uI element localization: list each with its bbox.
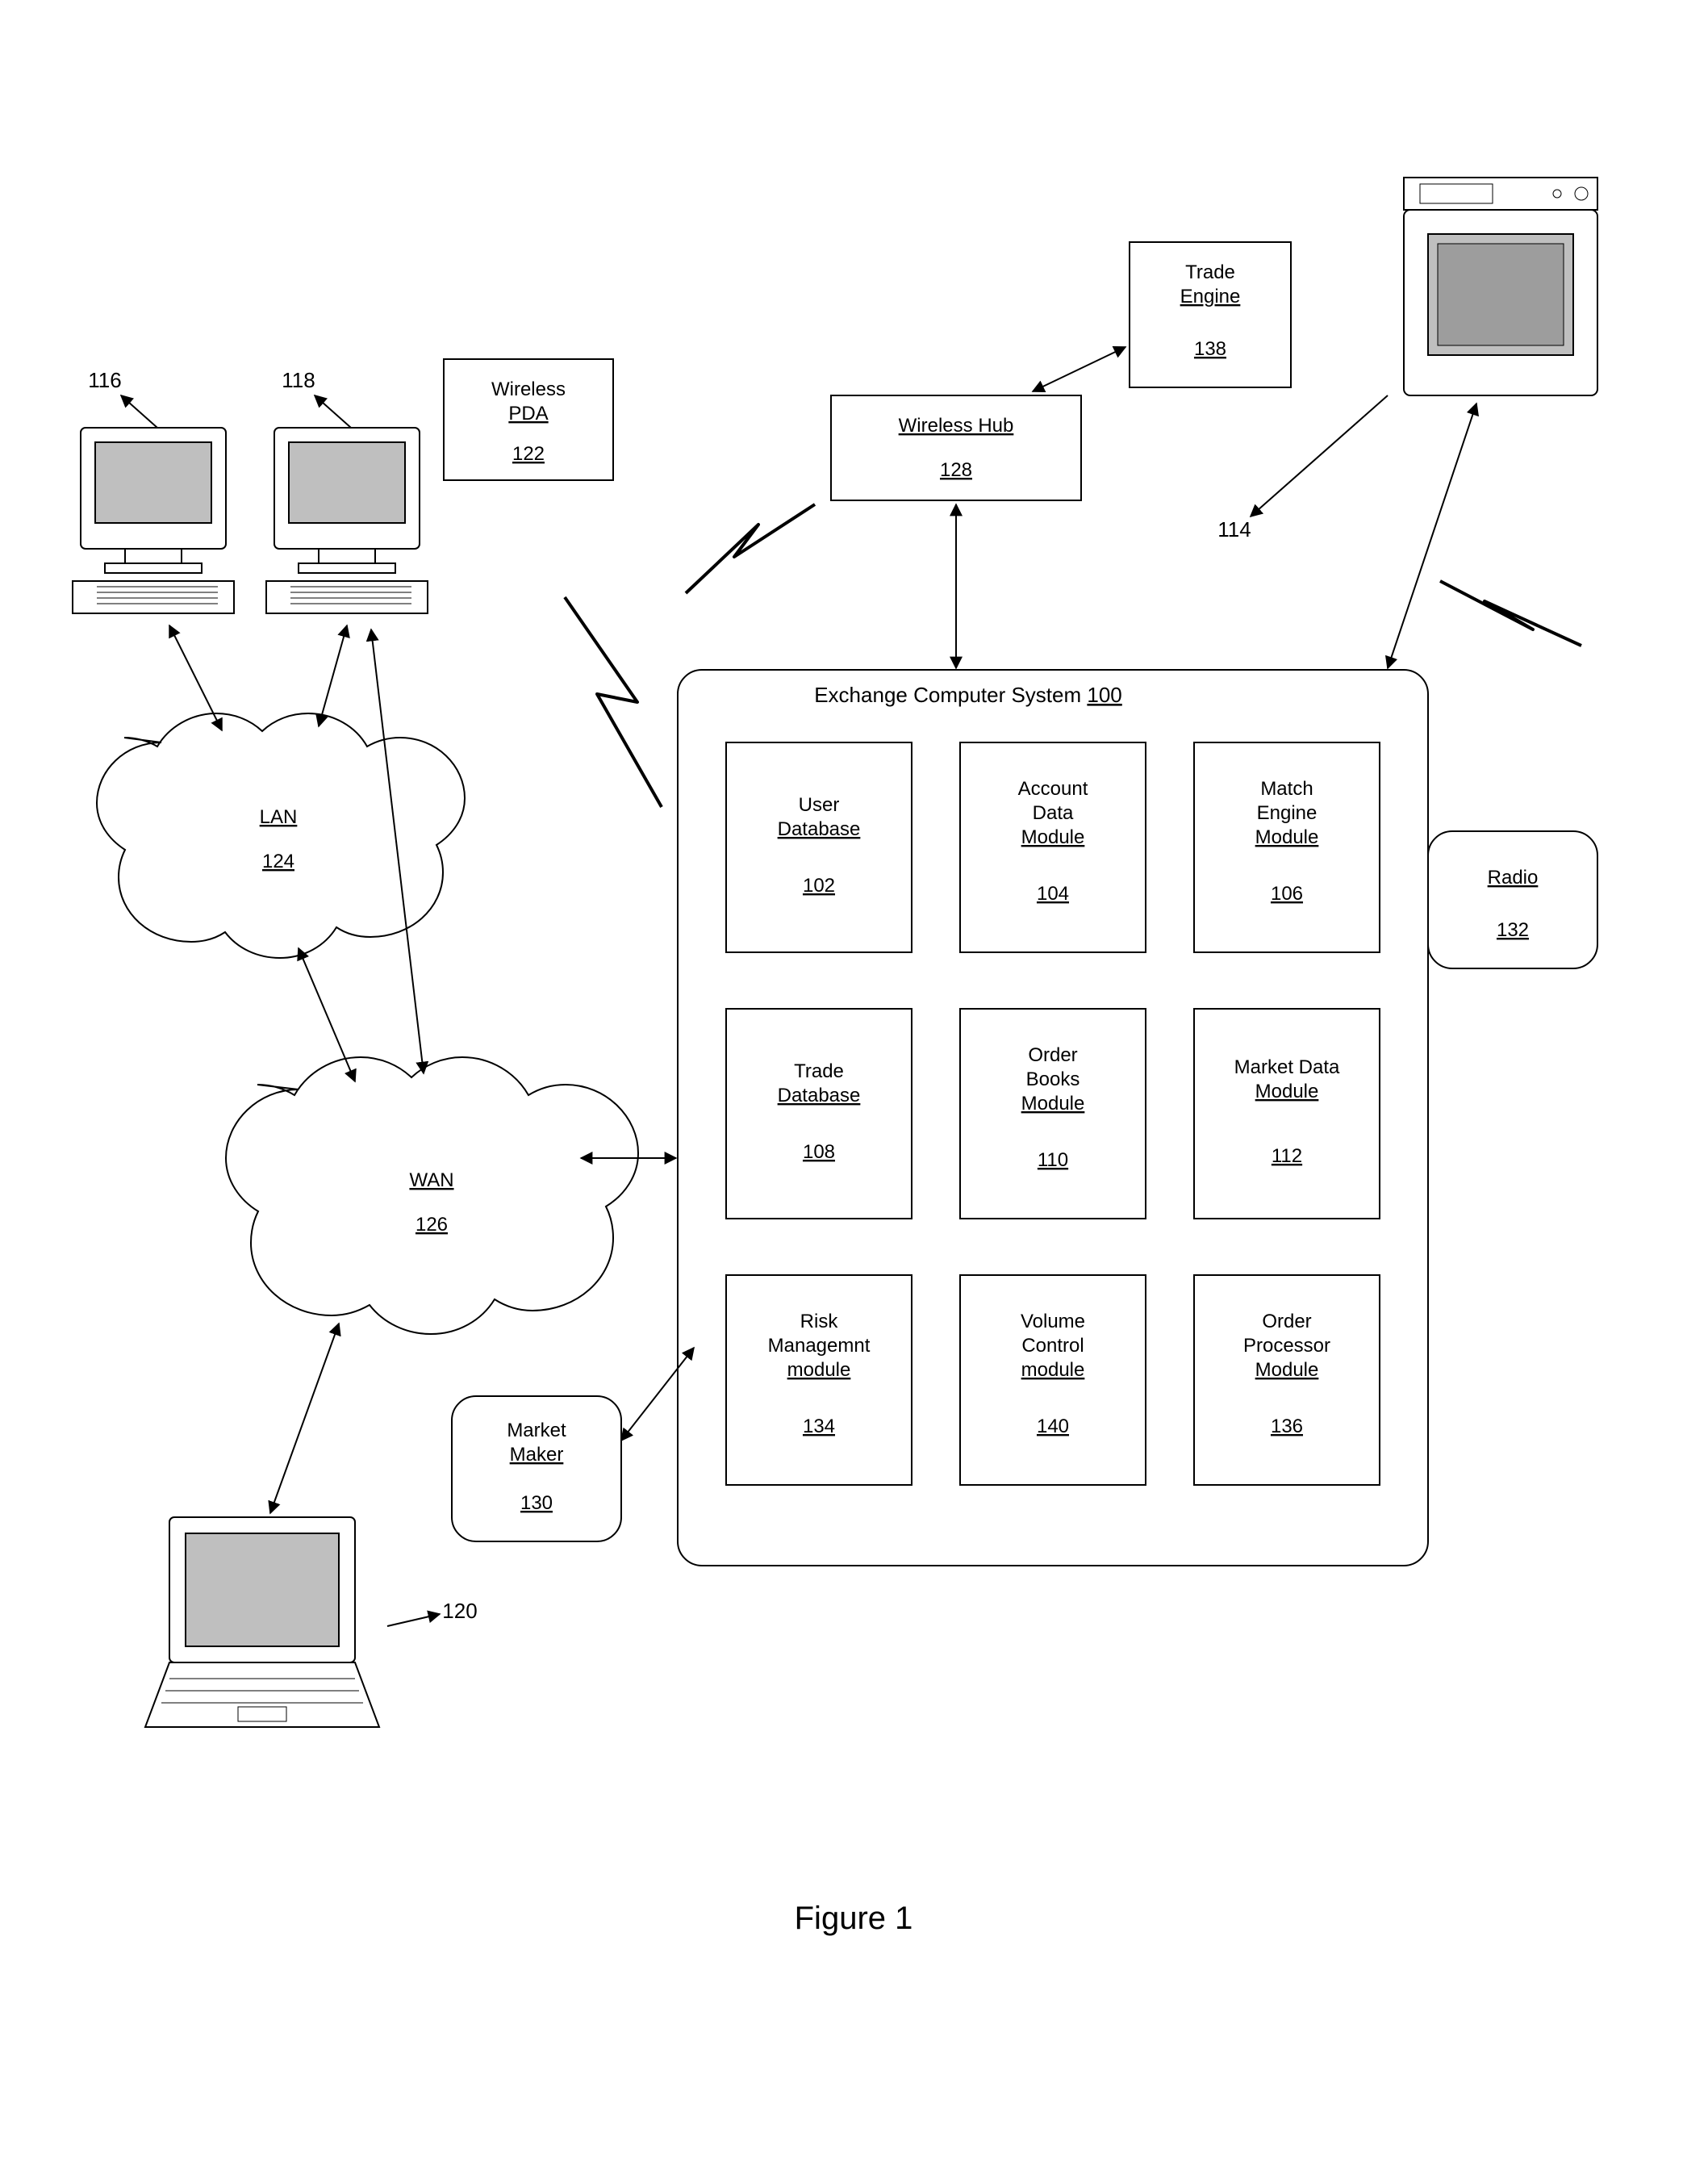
pc-114-icon <box>1404 178 1597 395</box>
svg-text:Engine: Engine <box>1257 802 1318 824</box>
svg-text:112: 112 <box>1272 1145 1302 1167</box>
module-volume-control: Volume Control module 140 <box>960 1275 1146 1485</box>
svg-text:128: 128 <box>940 459 972 481</box>
figure-caption: Figure 1 <box>795 1901 913 1936</box>
svg-text:Account: Account <box>1018 778 1088 800</box>
exchange-ref: 100 <box>1087 683 1121 707</box>
laptop-120-label: 120 <box>442 1599 477 1623</box>
svg-text:130: 130 <box>520 1492 553 1514</box>
svg-text:122: 122 <box>512 443 545 465</box>
pc-118-icon <box>266 428 428 613</box>
svg-text:Trade: Trade <box>794 1060 844 1082</box>
svg-text:module: module <box>787 1359 851 1381</box>
svg-text:PDA: PDA <box>508 403 548 424</box>
svg-text:Module: Module <box>1021 826 1085 848</box>
module-account-data: Account Data Module 104 <box>960 742 1146 952</box>
svg-text:Module: Module <box>1255 1359 1319 1381</box>
svg-text:Volume: Volume <box>1021 1311 1085 1332</box>
module-order-processor: Order Processor Module 136 <box>1194 1275 1380 1485</box>
svg-text:Market: Market <box>507 1420 566 1441</box>
wan-cloud: WAN 126 <box>226 1057 638 1334</box>
pc-116-label: 116 <box>88 368 121 392</box>
exchange-system: Exchange Computer System 100 User Databa… <box>678 670 1428 1566</box>
lan-cloud: LAN 124 <box>97 713 465 958</box>
pc-118-label: 118 <box>282 368 315 392</box>
svg-text:Processor: Processor <box>1243 1335 1330 1357</box>
svg-text:Market Data: Market Data <box>1234 1056 1340 1078</box>
exchange-title: Exchange Computer System <box>814 683 1081 707</box>
svg-text:110: 110 <box>1038 1149 1068 1171</box>
market-maker-box: Market Maker 130 <box>452 1396 621 1541</box>
diagram-canvas: Exchange Computer System 100 User Databa… <box>0 0 1708 2183</box>
module-match-engine: Match Engine Module 106 <box>1194 742 1380 952</box>
svg-text:Managemnt: Managemnt <box>768 1335 871 1357</box>
radio-box: Radio 132 <box>1428 831 1597 968</box>
svg-text:106: 106 <box>1271 883 1303 905</box>
bolt-2 <box>686 504 815 593</box>
module-order-books: Order Books Module 110 <box>960 1009 1146 1219</box>
svg-text:LAN: LAN <box>260 806 298 828</box>
svg-text:124: 124 <box>262 851 294 872</box>
svg-text:104: 104 <box>1037 883 1069 905</box>
svg-text:Wireless: Wireless <box>491 378 566 400</box>
svg-text:Database: Database <box>778 1085 861 1106</box>
svg-text:Exchange Computer System: Exchange Computer System 100 <box>814 683 1122 707</box>
svg-text:Order: Order <box>1028 1044 1077 1066</box>
svg-text:User: User <box>799 794 840 816</box>
svg-text:Order: Order <box>1262 1311 1311 1332</box>
svg-text:Control: Control <box>1021 1335 1084 1357</box>
module-risk-mgmt: Risk Managemnt module 134 <box>726 1275 912 1485</box>
svg-text:126: 126 <box>416 1214 448 1236</box>
pc-114-label: 114 <box>1217 517 1251 542</box>
svg-text:136: 136 <box>1271 1416 1303 1437</box>
svg-text:Match: Match <box>1260 778 1313 800</box>
svg-text:108: 108 <box>803 1141 835 1163</box>
svg-text:Engine: Engine <box>1180 286 1241 307</box>
svg-text:Module: Module <box>1255 826 1319 848</box>
svg-text:Database: Database <box>778 818 861 840</box>
svg-text:134: 134 <box>803 1416 835 1437</box>
module-market-data: Market Data Module 112 <box>1194 1009 1380 1219</box>
svg-text:138: 138 <box>1194 338 1226 360</box>
svg-text:Books: Books <box>1026 1068 1080 1090</box>
svg-text:Module: Module <box>1255 1081 1319 1102</box>
svg-text:Module: Module <box>1021 1093 1085 1115</box>
bolt-1 <box>565 597 662 807</box>
module-user-db: User Database 102 <box>726 742 912 952</box>
svg-text:Trade: Trade <box>1185 261 1235 283</box>
svg-text:Risk: Risk <box>800 1311 839 1332</box>
svg-text:WAN: WAN <box>409 1169 453 1191</box>
svg-text:Maker: Maker <box>510 1444 564 1466</box>
bolt-3 <box>1440 581 1581 646</box>
svg-text:Radio: Radio <box>1488 867 1539 889</box>
laptop-120-icon <box>145 1517 379 1727</box>
pc-116-icon <box>73 428 234 613</box>
svg-text:Wireless Hub: Wireless Hub <box>899 415 1014 437</box>
svg-text:module: module <box>1021 1359 1085 1381</box>
svg-text:132: 132 <box>1497 919 1529 941</box>
wireless-pda-box: Wireless PDA 122 <box>444 359 613 480</box>
svg-text:102: 102 <box>803 875 835 897</box>
trade-engine-box: Trade Engine 138 <box>1130 242 1291 387</box>
module-trade-db: Trade Database 108 <box>726 1009 912 1219</box>
svg-text:140: 140 <box>1037 1416 1069 1437</box>
svg-text:Data: Data <box>1033 802 1074 824</box>
wireless-hub-box: Wireless Hub 128 <box>831 395 1081 500</box>
